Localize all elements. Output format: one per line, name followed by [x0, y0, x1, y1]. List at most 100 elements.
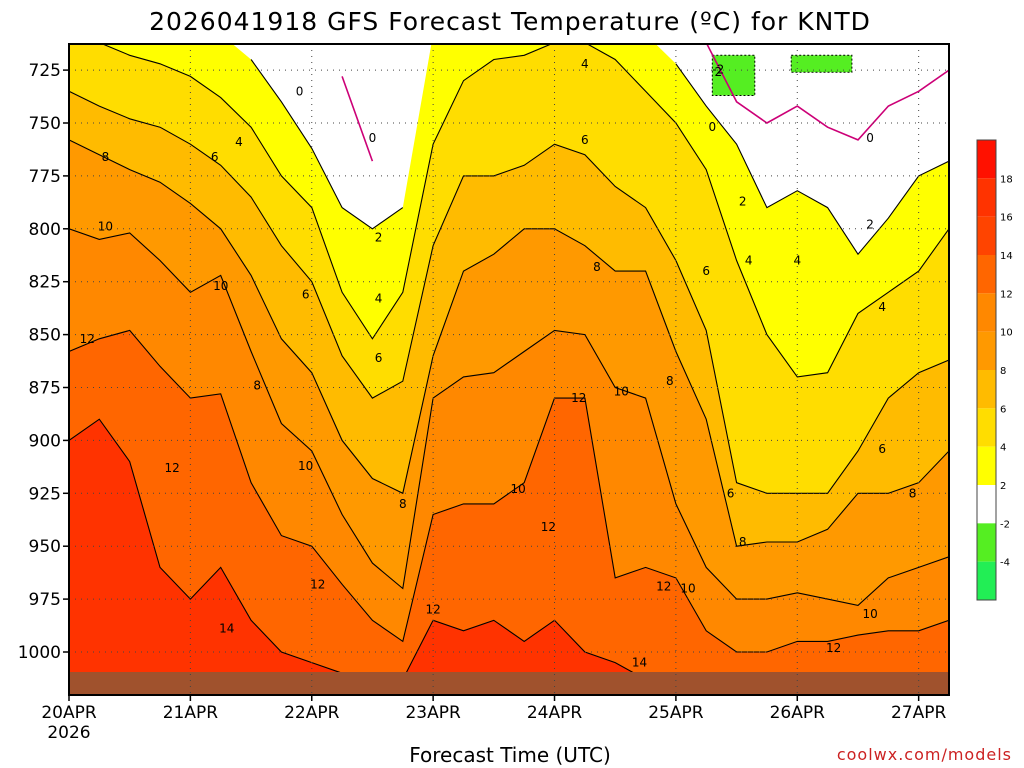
colorbar-tick-10: 10 — [1000, 328, 1013, 339]
contour-label-23: 8 — [399, 497, 407, 511]
cold-patch-0 — [711, 54, 756, 96]
contour-label-26: 8 — [739, 535, 747, 549]
contour-8-0 — [69, 139, 949, 547]
contour-label-0: 0 — [369, 131, 377, 145]
contour-label-9: 4 — [375, 292, 383, 306]
contour-label-44: 14 — [632, 656, 647, 670]
contour-label-36: 12 — [165, 461, 180, 475]
contour-label-34: 10 — [862, 607, 877, 621]
colorbar-tick-14: 14 — [1000, 251, 1013, 262]
contour-label-16: 6 — [375, 351, 383, 365]
contour-label-1: 0 — [296, 84, 304, 98]
y-tick-label-950: 950 — [29, 537, 61, 557]
colorbar-tick-4: 4 — [1000, 443, 1006, 454]
contour-label-37: 12 — [310, 577, 325, 591]
contour-4-0 — [101, 44, 949, 378]
cold-patches — [711, 54, 853, 96]
contour-label-22: 8 — [253, 378, 261, 392]
contour-label-31: 10 — [510, 482, 525, 496]
contour-label-12: 4 — [793, 254, 801, 268]
ground-surface — [69, 672, 949, 695]
contour-label-30: 10 — [298, 459, 313, 473]
colorbar-bin-10 — [977, 293, 996, 332]
contour-label-35: 12 — [80, 332, 95, 346]
colorbar-bin-8 — [977, 331, 996, 370]
plot-area: 0 0 0 0 2 2 2 2 4 4 4 4 4 4 6 6 6 6 6 6 6 8 8 8 8 8 8 8 10 10 10 10 10 10… — [68, 43, 950, 696]
colorbar-tick--2: -2 — [1000, 519, 1010, 530]
x-tick-label-26APR: 26APR — [770, 703, 826, 723]
contour-label-13: 4 — [878, 300, 886, 314]
contour-6-0 — [69, 90, 949, 494]
y-tick-label-725: 725 — [29, 61, 61, 81]
x-axis-label: Forecast Time (UTC) — [409, 743, 611, 767]
x-tick-label-23APR: 23APR — [405, 703, 461, 723]
contour-label-38: 12 — [425, 603, 440, 617]
y-tick-label-850: 850 — [29, 326, 61, 346]
contour-label-25: 8 — [666, 374, 674, 388]
contour-label-18: 6 — [702, 264, 710, 278]
colorbar-bin--2 — [977, 485, 996, 524]
contour-label-41: 12 — [656, 579, 671, 593]
contour-label-15: 6 — [302, 287, 310, 301]
x-tick-label-24APR: 24APR — [527, 703, 583, 723]
contour-label-42: 12 — [826, 641, 841, 655]
y-tick-label-1000: 1000 — [18, 643, 61, 663]
contour-label-19: 6 — [727, 486, 735, 500]
colorbar-bin-4 — [977, 408, 996, 447]
contour-0-0 — [341, 76, 374, 162]
contour-label-5: 2 — [739, 194, 747, 208]
colorbar-frame — [976, 139, 997, 601]
colorbar-bin-2 — [977, 446, 996, 485]
y-tick-label-975: 975 — [29, 590, 61, 610]
y-tick-label-775: 775 — [29, 167, 61, 187]
x-tick-label-21APR: 21APR — [163, 703, 219, 723]
colorbar-bin-18 — [977, 140, 996, 179]
colorbar-tick-18: 18 — [1000, 174, 1013, 185]
credit-text: coolwx.com/models — [837, 745, 1012, 764]
contour-10-0 — [69, 228, 949, 606]
y-axis: 725 750 775 800 825 850 875 900 925 950 975 1000 — [18, 61, 69, 663]
x-tick-label-22APR: 22APR — [284, 703, 340, 723]
colorbar-bin-16 — [977, 178, 996, 217]
y-tick-label-925: 925 — [29, 484, 61, 504]
contour-label-6: 2 — [866, 218, 874, 232]
colorbar-bin-14 — [977, 216, 996, 255]
temperature-bands — [69, 44, 949, 695]
contour-lines — [69, 44, 949, 681]
cold-patch-1 — [790, 54, 853, 73]
colorbar: 18 16 14 12 10 8 6 4 2 -2 -4 — [976, 139, 1013, 601]
x-tick-label-25APR: 25APR — [648, 703, 704, 723]
colorbar-tick-12: 12 — [1000, 289, 1013, 300]
contour-label-4: 2 — [375, 230, 383, 244]
y-tick-label-875: 875 — [29, 379, 61, 399]
band-12 — [69, 330, 949, 695]
colorbar-bin--6 — [977, 561, 996, 600]
x-tick-label-27APR: 27APR — [891, 703, 947, 723]
x-tick-label-20APR: 20APR — [41, 703, 97, 723]
contour-label-17: 6 — [581, 133, 589, 147]
contour-label-8: 4 — [235, 135, 243, 149]
colorbar-tick-16: 16 — [1000, 213, 1013, 224]
contour-0-1 — [706, 44, 949, 141]
contour-labels: 0 0 0 0 2 2 2 2 4 4 4 4 4 4 6 6 6 6 6 6 6 8 8 8 8 8 8 8 10 10 10 10 10 10… — [80, 57, 917, 670]
band-14 — [69, 419, 949, 695]
chart-title: 2026041918 GFS Forecast Temperature (ºC)… — [149, 7, 871, 36]
y-tick-label-825: 825 — [29, 273, 61, 293]
contour-label-40: 12 — [571, 391, 586, 405]
contour-label-2: 0 — [708, 120, 716, 134]
colorbar-tick-8: 8 — [1000, 366, 1006, 377]
contour-label-14: 6 — [211, 150, 219, 164]
y-tick-label-900: 900 — [29, 431, 61, 451]
contour-label-39: 12 — [541, 520, 556, 534]
contour-2-0 — [250, 59, 404, 230]
y-tick-label-800: 800 — [29, 220, 61, 240]
contour-label-7: 2 — [715, 65, 723, 79]
x-tick-year: 2026 — [47, 723, 90, 743]
plot-frame — [68, 43, 950, 696]
contour-label-27: 8 — [909, 486, 917, 500]
contour-label-21: 8 — [102, 150, 110, 164]
contour-label-29: 10 — [213, 279, 228, 293]
colorbar-tick--4: -4 — [1000, 558, 1010, 569]
